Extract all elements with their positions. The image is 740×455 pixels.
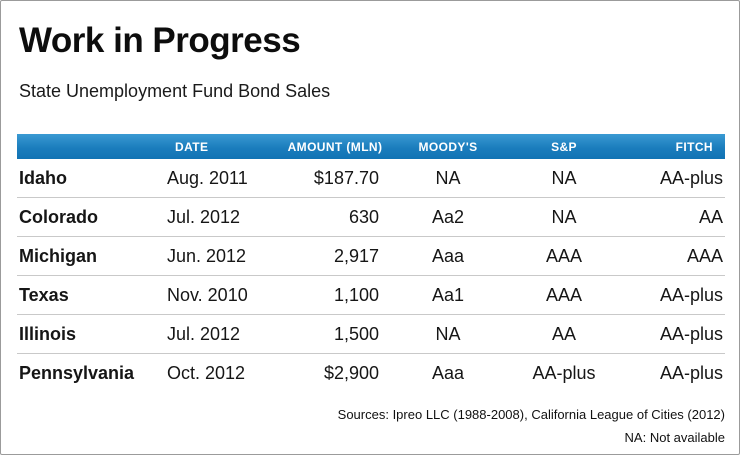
cell-amount: 2,917 [277,236,393,276]
cell-fitch: AA-plus [625,353,725,393]
table-row: Colorado Jul. 2012 630 Aa2 NA AA [17,197,725,237]
table-row: Pennsylvania Oct. 2012 $2,900 Aaa AA-plu… [17,353,725,393]
cell-sp: NA [551,168,577,189]
cell-date: Jul. 2012 [165,314,277,354]
cell-date: Nov. 2010 [165,275,277,315]
cell-fitch: AAA [625,236,725,276]
cell-moodys: Aa2 [393,197,503,237]
col-header-state [17,134,165,160]
cell-amount: $187.70 [313,168,379,189]
cell-fitch: AA-plus [625,275,725,315]
cell-amount: 1,500 [277,314,393,354]
cell-sp: AA [503,314,625,354]
cell-sp: NA [503,197,625,237]
page-title: Work in Progress [19,21,301,60]
col-header-date: DATE [165,134,277,160]
cell-amount: 1,100 [277,275,393,315]
col-header-moodys: MOODY'S [393,134,503,160]
cell-moodys: Aa1 [393,275,503,315]
cell-sp: AAA [503,275,625,315]
table-row: Illinois Jul. 2012 1,500 NA AA AA-plus [17,314,725,354]
footer: Sources: Ipreo LLC (1988-2008), Californ… [17,404,725,450]
table-row: Michigan Jun. 2012 2,917 Aaa AAA AAA [17,236,725,276]
cell-date: Aug. 2011 [167,168,248,189]
cell-fitch: AA-plus [625,314,725,354]
cell-fitch: AA [625,197,725,237]
cell-date: Jun. 2012 [165,236,277,276]
col-header-fitch: FITCH [625,134,725,160]
cell-moodys: Aaa [393,236,503,276]
bond-sales-table: DATE AMOUNT (MLN) MOODY'S S&P FITCH Idah… [17,134,725,393]
col-header-sp: S&P [503,134,625,160]
cell-date: Jul. 2012 [165,197,277,237]
table-row: Texas Nov. 2010 1,100 Aa1 AAA AA-plus [17,275,725,315]
na-note: NA: Not available [624,430,725,445]
cell-amount: 630 [277,197,393,237]
cell-amount: $2,900 [277,353,393,393]
cell-sp: AA-plus [503,353,625,393]
table-header-row: DATE AMOUNT (MLN) MOODY'S S&P FITCH [17,134,725,160]
cell-state: Colorado [17,197,165,237]
cell-state: Illinois [17,314,165,354]
cell-state: Michigan [17,236,165,276]
cell-moodys: NA [435,168,461,189]
cell-sp: AAA [503,236,625,276]
sources-text: Sources: Ipreo LLC (1988-2008), Californ… [337,407,725,423]
cell-moodys: Aaa [393,353,503,393]
cell-moodys: NA [393,314,503,354]
cell-state: Texas [17,275,165,315]
cell-state: Pennsylvania [17,353,165,393]
col-header-amount: AMOUNT (MLN) [277,134,393,160]
subtitle: State Unemployment Fund Bond Sales [19,81,331,102]
cell-date: Oct. 2012 [165,353,277,393]
cell-fitch: AA-plus [659,168,723,189]
cell-state: Idaho [19,168,67,189]
table-row: Idaho Aug. 2011 $187.70 NA NA AA-plus [17,159,725,198]
